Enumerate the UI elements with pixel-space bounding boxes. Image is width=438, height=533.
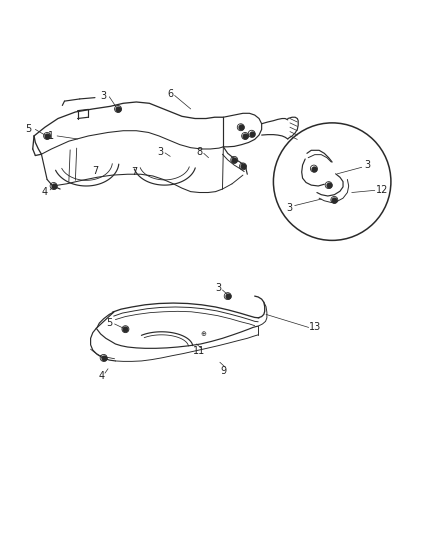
Text: 5: 5 [26,124,32,134]
Text: 3: 3 [157,147,163,157]
Text: 7: 7 [131,167,137,176]
Text: 6: 6 [167,88,173,99]
Text: ⊕: ⊕ [201,331,207,337]
Text: 3: 3 [286,203,293,213]
Text: 1: 1 [48,131,54,141]
Text: 13: 13 [309,322,321,333]
Text: 3: 3 [364,160,370,170]
Text: 4: 4 [42,187,48,197]
Text: 7: 7 [92,166,98,176]
Text: 9: 9 [220,366,226,376]
Text: 4: 4 [99,371,105,381]
Text: 3: 3 [215,283,221,293]
Text: 11: 11 [193,346,205,357]
Text: 3: 3 [101,91,107,101]
Text: 12: 12 [376,185,389,195]
Text: 5: 5 [106,318,113,328]
Text: 8: 8 [196,147,202,157]
